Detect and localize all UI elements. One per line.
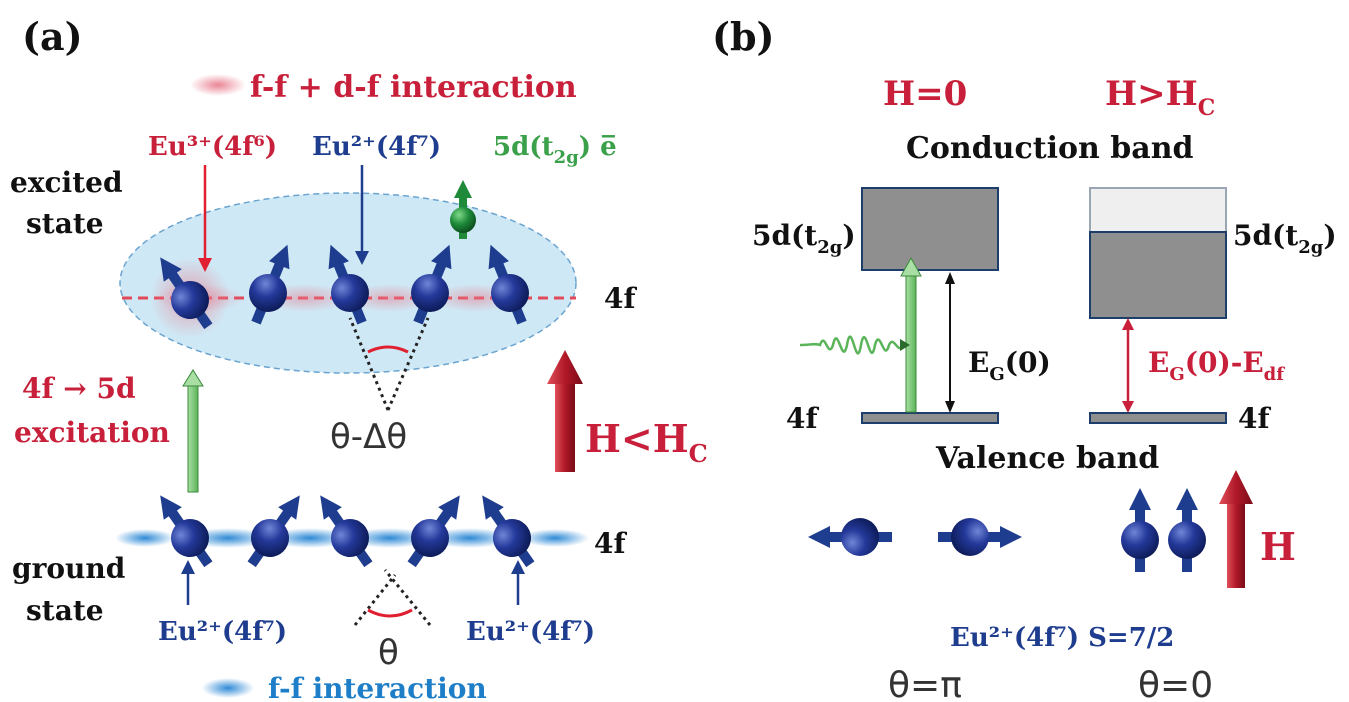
antiparallel-spin-left [808, 518, 892, 556]
field-arrow-b [1227, 502, 1245, 588]
d-electron-label: 5d(t2g) e̅ [493, 132, 617, 168]
parallel-spin-left [1121, 488, 1159, 572]
f-right-label: 4f [1238, 402, 1271, 435]
photo-excitation-arrow [905, 273, 917, 413]
conduction-band-right-filled [1089, 231, 1227, 319]
angle-ground-label: θ [378, 633, 399, 673]
d-electron-spin [450, 180, 476, 239]
light-wave [799, 335, 905, 355]
panel-b-label: (b) [712, 14, 775, 59]
eu2-ground-left-label: Eu²⁺(4f⁷) [158, 617, 287, 647]
angle-arc-ground [367, 608, 413, 618]
valence-band-label: Valence band [935, 441, 1159, 476]
valence-band-right [1089, 412, 1227, 424]
gap-left-label: EG(0) [968, 346, 1051, 385]
panel-a-label: (a) [22, 14, 83, 59]
eu2-ground-right-label: Eu²⁺(4f⁷) [466, 617, 595, 647]
excitation-label-2: excitation [14, 416, 170, 449]
excited-4f-label: 4f [604, 282, 637, 315]
ff-legend-marker [202, 678, 254, 698]
excitation-arrow [187, 383, 199, 493]
excited-state-label-2: state [26, 207, 104, 240]
eu3-label: Eu³⁺(4f⁶) [148, 132, 277, 162]
ground-state-label: ground [12, 552, 125, 585]
gap-right-label: EG(0)-Edf [1148, 346, 1285, 385]
angle-excited-label: θ-Δθ [330, 417, 407, 457]
conduction-band-right-empty [1089, 187, 1227, 233]
field-h-label: H [1260, 524, 1296, 569]
d-right-label: 5d(t2g) [1233, 219, 1337, 258]
h-gt-label: H>HC [1105, 74, 1215, 121]
excited-state-label: excited [10, 166, 123, 199]
antiparallel-spin-right [938, 518, 1022, 556]
conduction-band-left [861, 187, 999, 271]
angle-line-left [348, 317, 390, 411]
field-label: H<HC [585, 416, 708, 468]
spin-label: Eu²⁺(4f⁷) S=7/2 [950, 623, 1174, 653]
parallel-spin-right [1168, 488, 1206, 572]
angle-arc-excited [367, 345, 409, 354]
ground-state-label-2: state [26, 594, 104, 627]
legend-ff: f-f interaction [268, 672, 487, 702]
ff-df-legend-marker [190, 74, 246, 96]
field-arrow [555, 382, 575, 472]
ground-4f-label: 4f [594, 527, 627, 560]
excitation-label: 4f → 5d [22, 372, 136, 405]
eu2-excited-label: Eu²⁺(4f⁷) [312, 132, 441, 162]
theta-zero-label: θ=0 [1138, 665, 1213, 702]
ground-angle-line-right [383, 569, 432, 626]
legend-ff-df: f-f + d-f interaction [250, 70, 577, 105]
valence-band-left [861, 412, 999, 424]
ground-blue-glows [115, 528, 589, 548]
h-zero-label: H=0 [883, 74, 967, 114]
angle-line-right [386, 317, 430, 411]
conduction-band-label: Conduction band [906, 131, 1193, 166]
d-left-label: 5d(t2g) [752, 219, 856, 258]
theta-pi-label: θ=π [888, 665, 962, 702]
f-left-label: 4f [786, 402, 819, 435]
